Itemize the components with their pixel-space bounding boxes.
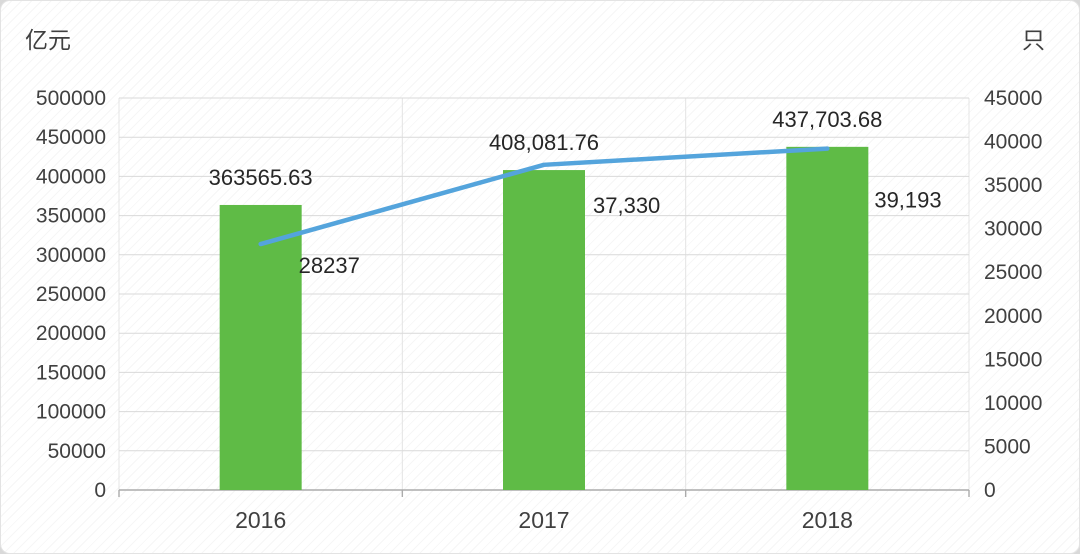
line-series [258, 146, 830, 247]
right-axis-tick-label: 40000 [984, 131, 1042, 154]
left-axis-tick-label: 0 [94, 479, 106, 502]
bar-data-label: 363565.63 [209, 165, 313, 190]
category-label: 2016 [235, 507, 286, 533]
bar-data-label: 408,081.76 [489, 130, 599, 155]
right-axis-tick-label: 20000 [984, 305, 1042, 328]
left-axis-tick-label: 450000 [36, 126, 106, 149]
bar [503, 170, 585, 490]
right-axis-tick-label: 30000 [984, 218, 1042, 241]
right-axis-tick-label: 15000 [984, 348, 1042, 371]
right-axis-tick-label: 35000 [984, 174, 1042, 197]
right-axis-tick-label: 10000 [984, 392, 1042, 415]
left-axis-title: 亿元 [25, 27, 71, 53]
bar-data-label: 437,703.68 [772, 107, 882, 132]
line-data-label: 39,193 [874, 188, 941, 213]
left-axis-tick-label: 100000 [36, 401, 106, 424]
line-data-label: 37,330 [593, 193, 660, 218]
left-axis-tick-label: 200000 [36, 322, 106, 345]
line-data-label: 28237 [299, 253, 360, 278]
right-axis-tick-label: 25000 [984, 261, 1042, 284]
left-axis-tick-label: 300000 [36, 244, 106, 267]
right-axis-tick-label: 0 [984, 479, 996, 502]
right-axis-tick-label: 45000 [984, 87, 1042, 110]
category-label: 2017 [518, 507, 569, 533]
left-axis-tick-label: 50000 [48, 440, 106, 463]
category-label: 2018 [802, 507, 853, 533]
right-axis-tick-label: 5000 [984, 435, 1031, 458]
left-axis-tick-label: 250000 [36, 283, 106, 306]
left-axis-tick-label: 400000 [36, 165, 106, 188]
left-axis-tick-label: 500000 [36, 87, 106, 110]
right-axis-title: 只 [1022, 27, 1045, 53]
left-axis-tick-label: 150000 [36, 361, 106, 384]
left-axis-tick-label: 350000 [36, 205, 106, 228]
bar [219, 204, 302, 490]
bar [786, 146, 869, 490]
